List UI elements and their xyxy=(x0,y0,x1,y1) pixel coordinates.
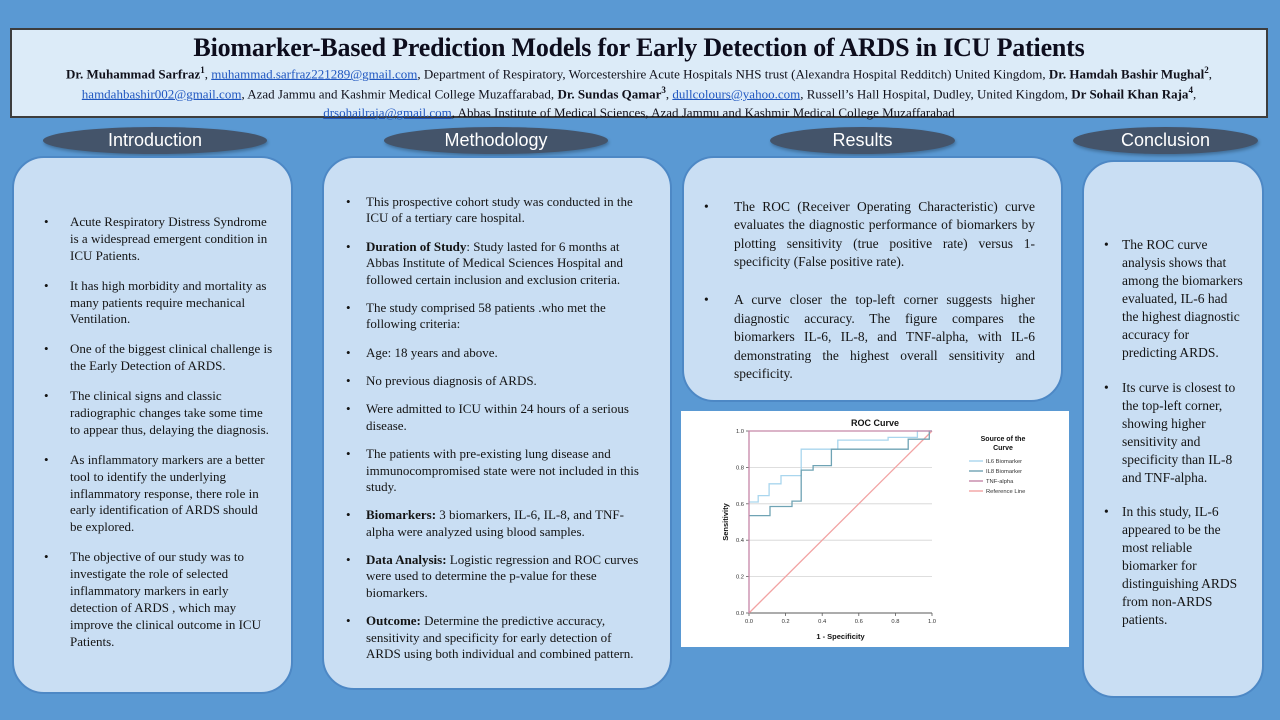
legend-title: Source of the xyxy=(981,436,1026,443)
bullet-item: Biomarkers: 3 biomarkers, IL-6, IL-8, an… xyxy=(346,507,648,540)
email-link[interactable]: drsohailraja@gmail.com xyxy=(323,104,452,120)
conclusion-list: The ROC curve analysis shows that among … xyxy=(1104,236,1246,630)
legend-label: TNF-alpha xyxy=(986,479,1014,485)
legend-label: IL6 Biomarker xyxy=(986,459,1022,465)
bullet-item: The clinical signs and classic radiograp… xyxy=(44,388,273,439)
bullet-item: As inflammatory markers are a better too… xyxy=(44,452,273,536)
chart-title: ROC Curve xyxy=(851,418,899,428)
pill-methodology: Methodology xyxy=(384,127,608,154)
y-tick-label: 0.6 xyxy=(736,502,744,508)
x-tick-label: 0.8 xyxy=(891,619,899,625)
author-affiliation-text: , xyxy=(665,86,673,102)
bullet-item: Its curve is closest to the top-left cor… xyxy=(1104,379,1246,487)
bullet-item: In this study, IL-6 appeared to be the m… xyxy=(1104,503,1246,630)
bullet-item: Acute Respiratory Distress Syndrome is a… xyxy=(44,214,273,265)
bullet-item: One of the biggest clinical challenge is… xyxy=(44,341,273,375)
bullet-item: It has high morbidity and mortality as m… xyxy=(44,278,273,329)
roc-series-il6-biomarker xyxy=(749,430,932,503)
y-tick-label: 0.8 xyxy=(736,465,744,471)
x-tick-label: 0.0 xyxy=(745,619,753,625)
bullet-lead: Data Analysis: xyxy=(366,552,447,567)
x-tick-label: 0.2 xyxy=(782,619,790,625)
bullet-item: Data Analysis: Logistic regression and R… xyxy=(346,552,648,601)
poster-header: Biomarker-Based Prediction Models for Ea… xyxy=(10,28,1268,120)
methodology-box: This prospective cohort study was conduc… xyxy=(322,156,672,690)
author-name: 1 xyxy=(200,65,205,75)
author-name: Dr. Sundas Qamar xyxy=(557,86,662,102)
author-affiliation-text: , xyxy=(1192,86,1197,102)
bullet-item: No previous diagnosis of ARDS. xyxy=(346,373,648,390)
authors-block: Dr. Muhammad Sarfraz1, muhammad.sarfraz2… xyxy=(24,64,1254,122)
roc-series-reference-line xyxy=(748,430,933,614)
author-affiliation-text: , Russell’s Hall Hospital, Dudley, Unite… xyxy=(800,86,1072,102)
y-tick-label: 0.2 xyxy=(736,575,744,581)
pill-conclusion: Conclusion xyxy=(1073,127,1258,154)
author-name: 2 xyxy=(1204,65,1209,75)
bullet-item: The study comprised 58 patients .who met… xyxy=(346,300,648,333)
x-tick-label: 1.0 xyxy=(928,619,936,625)
author-name: 4 xyxy=(1188,84,1193,95)
bullet-lead: Outcome: xyxy=(366,613,421,629)
bullet-lead: Duration of Study xyxy=(366,238,467,254)
legend-label: IL8 Biomarker xyxy=(986,469,1022,475)
roc-series-il8-biomarker xyxy=(749,430,932,517)
results-box: The ROC (Receiver Operating Characterist… xyxy=(682,156,1063,402)
bullet-item: This prospective cohort study was conduc… xyxy=(346,194,648,227)
email-link[interactable]: muhammad.sarfraz221289@gmail.com xyxy=(211,66,418,82)
legend-title: Curve xyxy=(993,445,1013,452)
email-link[interactable]: dullcolours@yahoo.com xyxy=(672,86,801,102)
methodology-list: This prospective cohort study was conduc… xyxy=(346,194,648,662)
legend-label: Reference Line xyxy=(986,489,1025,495)
bullet-item: Outcome: Determine the predictive accura… xyxy=(346,613,648,662)
author-affiliation-text: , xyxy=(1208,66,1212,82)
author-name: Dr Sohail Khan Raja xyxy=(1071,86,1189,102)
bullet-item: The ROC (Receiver Operating Characterist… xyxy=(704,198,1035,271)
author-affiliation-text: , Azad Jammu and Kashmir Medical College… xyxy=(241,86,558,102)
email-link[interactable]: hamdahbashir002@gmail.com xyxy=(81,86,242,102)
results-list: The ROC (Receiver Operating Characterist… xyxy=(704,198,1035,383)
y-tick-label: 0.4 xyxy=(736,538,745,544)
author-name: Dr. Muhammad Sarfraz xyxy=(66,66,201,82)
conclusion-box: The ROC curve analysis shows that among … xyxy=(1082,160,1264,698)
bullet-item: The patients with pre-existing lung dise… xyxy=(346,446,648,495)
author-affiliation-text: , xyxy=(204,66,212,82)
bullet-item: Duration of Study: Study lasted for 6 mo… xyxy=(346,239,648,288)
y-tick-label: 1.0 xyxy=(736,429,744,435)
introduction-box: Acute Respiratory Distress Syndrome is a… xyxy=(12,156,293,694)
bullet-item: The objective of our study was to invest… xyxy=(44,549,273,650)
author-name: Dr. Hamdah Bashir Mughal xyxy=(1048,66,1205,82)
pill-results: Results xyxy=(770,127,955,154)
roc-chart-figure: 0.0 0.2 0.4 0.6 0.8 1.0 0.0 0.2 0.4 0.6 0.8 1.0 ROC … xyxy=(681,411,1069,647)
poster-title: Biomarker-Based Prediction Models for Ea… xyxy=(193,33,1085,62)
roc-series-tnf-alpha xyxy=(748,430,932,613)
pill-introduction: Introduction xyxy=(43,127,267,154)
bullet-lead: Biomarkers: xyxy=(366,507,437,523)
bullet-item: A curve closer the top-left corner sugge… xyxy=(704,291,1035,383)
y-axis-label: Sensitivity xyxy=(721,502,730,540)
roc-chart-svg: 0.0 0.2 0.4 0.6 0.8 1.0 0.0 0.2 0.4 0.6 0.8 1.0 ROC … xyxy=(721,418,1026,641)
bullet-item: The ROC curve analysis shows that among … xyxy=(1104,236,1246,363)
x-tick-label: 0.6 xyxy=(855,619,863,625)
author-affiliation-text: , Abbas Institute of Medical Sciences, A… xyxy=(451,104,955,120)
y-tick-label: 0.0 xyxy=(736,611,744,617)
x-axis-label: 1 - Specificity xyxy=(816,632,865,641)
author-affiliation-text: , Department of Respiratory, Worcestersh… xyxy=(417,66,1049,82)
bullet-item: Age: 18 years and above. xyxy=(346,345,648,362)
bullet-item: Were admitted to ICU within 24 hours of … xyxy=(346,401,648,434)
author-name: 3 xyxy=(661,84,666,95)
x-tick-label: 0.4 xyxy=(818,619,827,625)
introduction-list: Acute Respiratory Distress Syndrome is a… xyxy=(44,214,273,651)
